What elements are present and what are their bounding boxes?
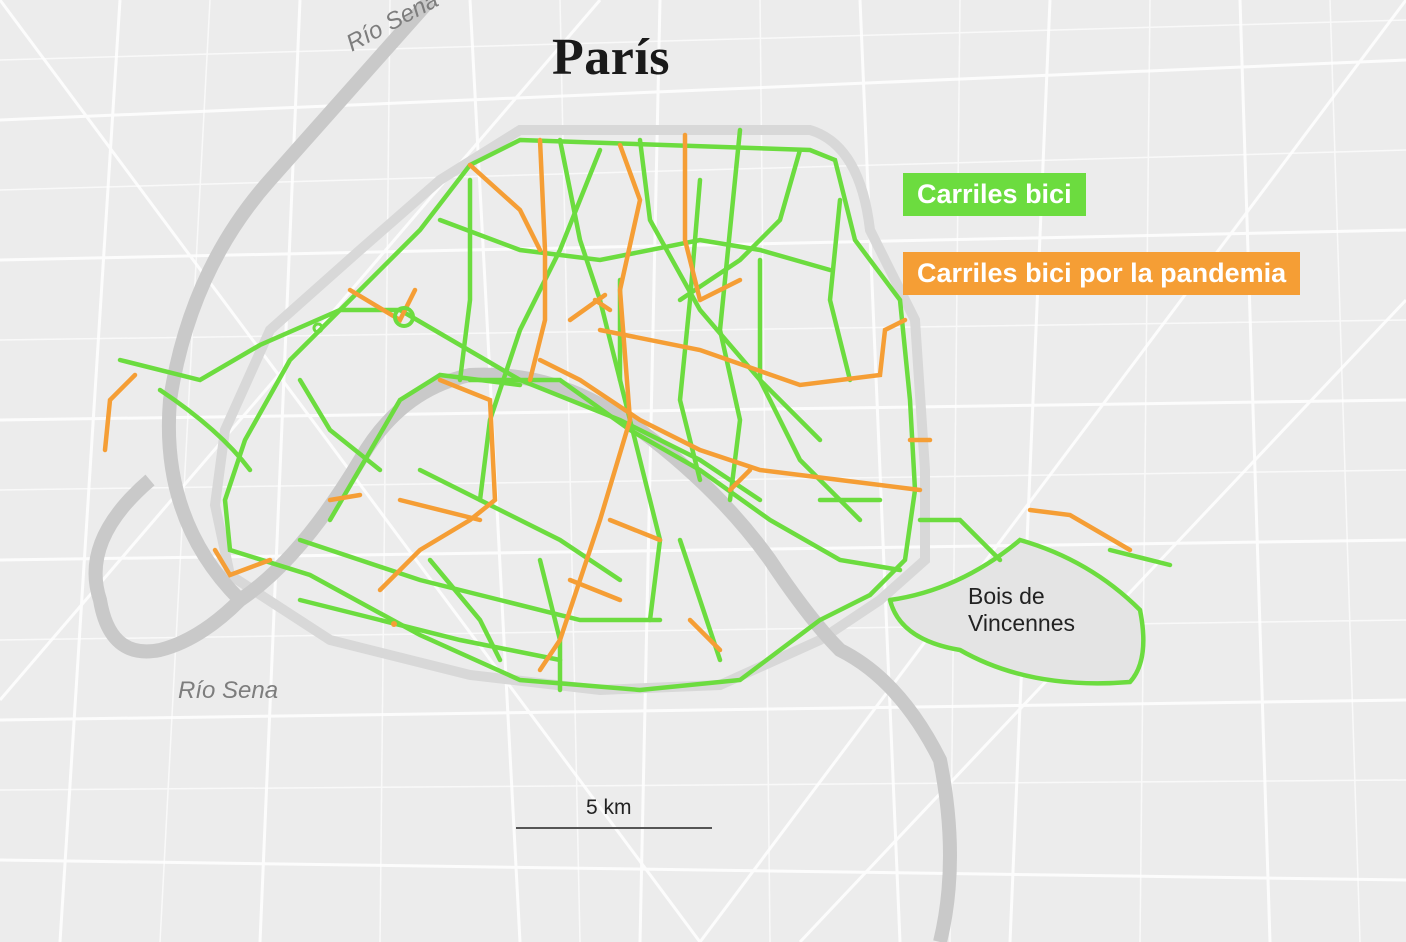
river-label-south: Río Sena xyxy=(178,677,279,704)
bois-de-vincennes-label: Bois de Vincennes xyxy=(968,583,1075,637)
bois-de-vincennes-line2: Vincennes xyxy=(968,610,1075,636)
scale-label: 5 km xyxy=(586,796,632,819)
scale-bar xyxy=(516,827,712,829)
legend-bike-lanes: Carriles bici xyxy=(903,173,1086,216)
ring-road xyxy=(209,125,930,696)
pandemic-bike-lanes xyxy=(102,132,1133,673)
bike-lanes xyxy=(117,127,1173,693)
map-title: París xyxy=(552,29,671,86)
bois-de-vincennes-line1: Bois de xyxy=(968,583,1045,609)
legend-pandemic-bike-lanes: Carriles bici por la pandemia xyxy=(903,252,1301,295)
